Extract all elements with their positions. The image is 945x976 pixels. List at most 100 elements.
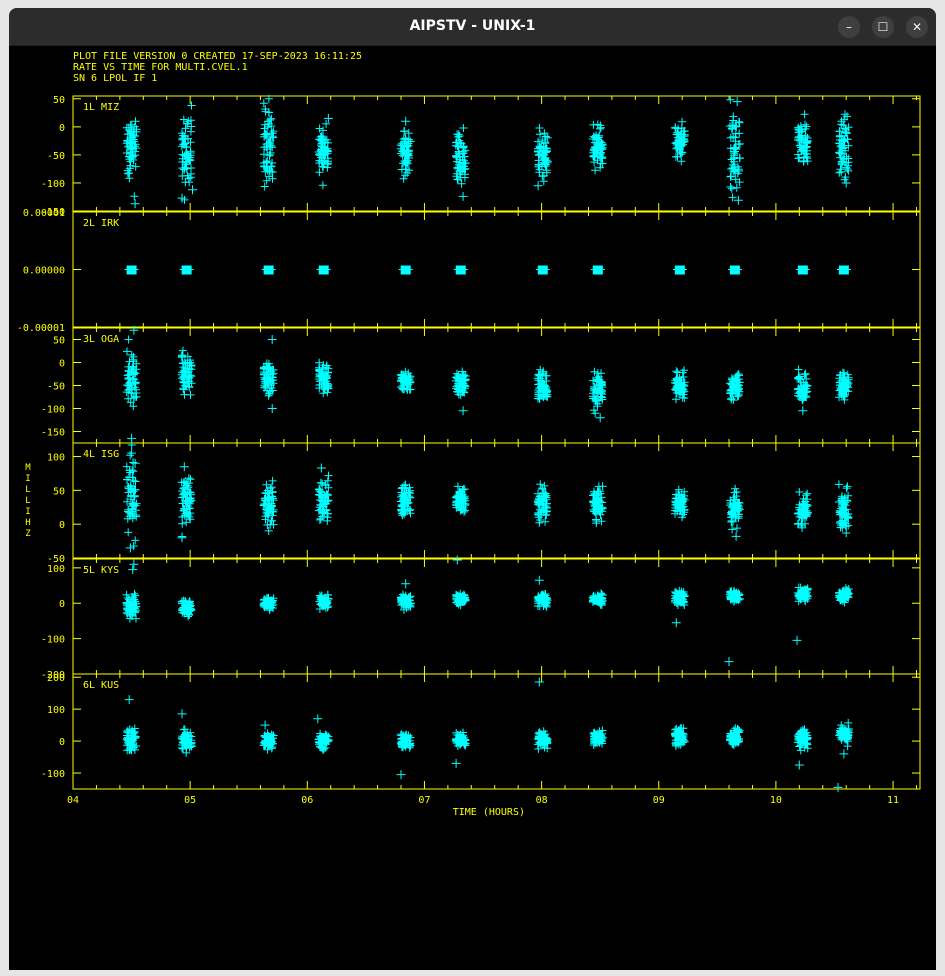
x-tick-label: 06 <box>301 795 313 806</box>
y-tick-label: 0 <box>59 599 65 610</box>
data-point <box>179 385 188 394</box>
data-point-outlier <box>316 463 326 473</box>
data-point <box>399 174 408 183</box>
data-point <box>323 371 331 380</box>
data-point-outlier <box>177 193 187 203</box>
data-point <box>837 131 846 140</box>
data-point <box>125 357 134 366</box>
data-point <box>844 141 853 150</box>
data-point-outlier <box>396 770 406 780</box>
data-point <box>397 165 406 174</box>
panel-frame <box>72 327 921 444</box>
rate-vs-time-plot: PLOT FILE VERSION 0 CREATED 17-SEP-2023 … <box>17 51 921 818</box>
y-tick-label: -150 <box>41 207 65 218</box>
data-point <box>794 154 803 163</box>
data-point <box>837 150 846 159</box>
data-point <box>319 150 327 159</box>
data-point <box>679 127 688 136</box>
data-point <box>676 148 685 156</box>
x-tick-label: 10 <box>770 795 782 806</box>
data-point <box>181 124 190 133</box>
data-point <box>841 124 849 133</box>
data-point <box>125 129 134 138</box>
data-point <box>129 352 138 361</box>
data-point <box>680 130 689 139</box>
data-point <box>674 136 683 145</box>
data-point <box>540 129 549 138</box>
data-point <box>322 119 331 128</box>
data-point <box>401 134 410 143</box>
data-point <box>319 126 327 135</box>
data-point <box>318 135 327 144</box>
data-point <box>186 127 195 136</box>
data-point <box>399 147 408 156</box>
data-point <box>596 124 604 133</box>
data-point <box>803 154 812 163</box>
data-point <box>680 394 689 403</box>
data-point-outlier <box>792 635 802 645</box>
y-tick-label: 0 <box>59 520 65 531</box>
data-point <box>726 172 735 181</box>
data-point <box>843 161 852 170</box>
close-button[interactable]: ✕ <box>906 16 928 38</box>
data-point <box>534 162 543 171</box>
data-point <box>179 115 188 124</box>
maximize-button[interactable]: ☐ <box>872 16 894 38</box>
data-point <box>596 150 605 159</box>
y-tick-label: 50 <box>53 95 65 106</box>
data-point-outlier <box>177 709 187 719</box>
data-point <box>129 402 138 411</box>
data-point <box>729 132 738 141</box>
data-point <box>264 374 273 383</box>
data-point <box>540 146 549 155</box>
data-point <box>680 137 689 146</box>
data-point <box>797 141 806 149</box>
data-point <box>540 155 549 164</box>
data-point <box>835 127 844 136</box>
data-point <box>268 143 277 152</box>
data-point <box>261 382 270 391</box>
aips-tv-window: AIPSTV - UNIX-1 – ☐ ✕ PLOT FILE VERSION … <box>9 8 936 970</box>
data-point <box>457 139 466 148</box>
data-point <box>318 181 327 190</box>
data-point <box>131 162 140 171</box>
panel-label: 4L ISG <box>83 449 119 460</box>
x-tick-label: 08 <box>536 795 548 806</box>
data-point <box>265 151 274 160</box>
data-point <box>127 441 136 449</box>
data-point <box>730 166 739 175</box>
data-point-outlier <box>130 199 140 209</box>
data-point <box>541 160 550 169</box>
data-point <box>594 133 603 142</box>
data-point <box>124 528 133 537</box>
data-point <box>125 164 134 173</box>
data-point-outlier <box>724 657 734 667</box>
data-point <box>801 120 809 129</box>
data-point <box>263 139 272 148</box>
data-point <box>461 164 470 173</box>
data-point <box>132 392 141 401</box>
x-tick-label: 09 <box>653 795 665 806</box>
data-point <box>536 143 544 152</box>
data-point <box>838 144 847 153</box>
data-point <box>125 152 134 161</box>
data-point <box>800 110 809 119</box>
data-point <box>837 120 846 129</box>
data-point <box>124 125 133 134</box>
data-point <box>322 361 331 370</box>
data-point <box>596 123 605 132</box>
data-point <box>403 146 412 155</box>
data-point <box>265 362 273 371</box>
panel-frame <box>72 442 921 559</box>
data-point-outlier <box>731 531 741 541</box>
data-point <box>452 138 460 147</box>
data-point <box>315 384 324 393</box>
data-point <box>591 166 600 175</box>
y-tick-label: -100 <box>41 179 65 190</box>
data-point-outlier <box>458 406 468 416</box>
title-bar[interactable]: AIPSTV - UNIX-1 – ☐ ✕ <box>9 8 936 46</box>
data-point <box>177 142 186 151</box>
minimize-button[interactable]: – <box>838 16 860 38</box>
data-point <box>735 117 743 126</box>
